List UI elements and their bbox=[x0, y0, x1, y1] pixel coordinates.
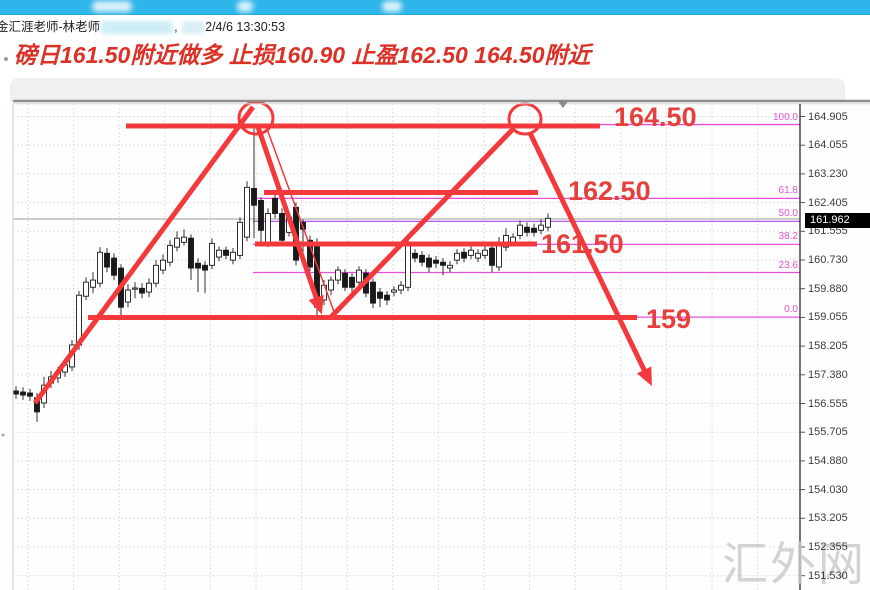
candle-bull bbox=[90, 279, 96, 288]
candle-bear bbox=[426, 257, 432, 268]
candle-bull bbox=[356, 269, 362, 283]
timestamp: 2/4/6 13:30:53 bbox=[205, 20, 286, 34]
trend-line-3 bbox=[266, 128, 337, 318]
plot-background bbox=[0, 104, 870, 590]
candle-bull bbox=[447, 264, 453, 269]
candle-bear bbox=[279, 213, 285, 241]
trade-recommendation-title: 磅日161.50附近做多 止损160.90 止盈162.50 164.50附近 bbox=[4, 36, 864, 70]
candle-bull bbox=[125, 289, 131, 303]
candle-bear bbox=[349, 276, 355, 288]
candle-bear bbox=[433, 259, 439, 264]
candle-bull bbox=[454, 252, 460, 261]
candle-bear bbox=[524, 226, 530, 233]
candle-bull bbox=[160, 259, 166, 271]
current-price-value: 161.962 bbox=[810, 214, 850, 226]
candle-bull bbox=[181, 236, 187, 243]
candle-bull bbox=[174, 237, 180, 248]
candle-bear bbox=[195, 262, 201, 269]
account-name: 金汇涯老师-林老师 bbox=[0, 20, 101, 34]
redacted-smudge bbox=[382, 1, 402, 12]
candle-bull bbox=[153, 264, 159, 284]
candle-bull bbox=[230, 251, 236, 261]
separator: , bbox=[174, 20, 182, 34]
candle-bear bbox=[440, 261, 446, 266]
candle-bull bbox=[216, 249, 222, 258]
account-info-row: 金汇涯老师-林老师, 2/4/6 13:30:53 bbox=[0, 16, 870, 35]
candle-bull bbox=[83, 281, 89, 297]
candle-bull bbox=[545, 217, 551, 228]
candle-bear bbox=[489, 247, 495, 266]
candle-bull bbox=[237, 221, 243, 256]
candle-bear bbox=[13, 390, 19, 395]
candle-bear bbox=[20, 391, 26, 396]
candle-bear bbox=[342, 272, 348, 288]
candle-bull bbox=[167, 244, 173, 263]
candle-bull bbox=[132, 287, 138, 290]
price-level-label-162.50: 162.50 bbox=[568, 176, 651, 206]
trend-line-5 bbox=[527, 131, 652, 387]
candle-bull bbox=[398, 284, 404, 291]
trade-recommendation-text: 磅日161.50附近做多 止损160.90 止盈162.50 164.50附近 bbox=[14, 42, 591, 68]
candle-bear bbox=[461, 251, 467, 259]
candle-bear bbox=[272, 197, 278, 214]
stray-dot bbox=[1, 433, 5, 437]
candle-bear bbox=[531, 227, 537, 233]
candle-bear bbox=[139, 287, 145, 294]
candle-bull bbox=[335, 269, 341, 281]
time-marker-triangle bbox=[557, 100, 569, 108]
candle-bull bbox=[503, 235, 509, 248]
candle-bull bbox=[405, 242, 411, 288]
candle-bear bbox=[202, 264, 208, 271]
candle-bull bbox=[468, 249, 474, 256]
redacted-date-part bbox=[182, 21, 205, 35]
candle-bear bbox=[377, 291, 383, 299]
candle-bear bbox=[419, 254, 425, 263]
candle-bull bbox=[97, 251, 103, 284]
candle-bull bbox=[265, 213, 271, 244]
trend-line-2 bbox=[254, 123, 324, 315]
candle-bear bbox=[258, 199, 264, 231]
candle-bull bbox=[475, 252, 481, 259]
candle-bear bbox=[111, 257, 117, 276]
candle-bear bbox=[104, 252, 110, 268]
candle-bull bbox=[517, 224, 523, 236]
candle-bear bbox=[412, 252, 418, 259]
candle-bear bbox=[384, 294, 390, 301]
candle-bull bbox=[244, 186, 250, 238]
bullet-icon bbox=[4, 56, 8, 61]
current-price-box: 161.962 bbox=[805, 213, 870, 228]
price-level-label-159: 159 bbox=[646, 304, 691, 334]
candle-bull bbox=[482, 249, 488, 256]
candle-bull bbox=[391, 289, 397, 293]
redacted-smudge bbox=[92, 1, 132, 12]
price-level-label-164.50: 164.50 bbox=[614, 102, 697, 132]
candle-bull bbox=[209, 242, 215, 266]
candle-bear bbox=[223, 249, 229, 256]
candle-bull bbox=[146, 282, 152, 293]
candle-bear bbox=[188, 237, 194, 269]
trend-line-4 bbox=[329, 127, 515, 319]
candle-bear bbox=[251, 187, 257, 206]
candle-bear bbox=[370, 281, 376, 304]
watermark: 汇外网 bbox=[722, 538, 866, 590]
redacted-account-number bbox=[101, 21, 174, 35]
candle-bull bbox=[538, 224, 544, 231]
trend-line-1 bbox=[32, 105, 256, 405]
candle-bull bbox=[328, 279, 334, 291]
candle-bear bbox=[27, 392, 33, 397]
chart-panel-header bbox=[10, 78, 845, 102]
top-bar bbox=[0, 0, 870, 15]
redacted-smudge bbox=[237, 1, 253, 12]
